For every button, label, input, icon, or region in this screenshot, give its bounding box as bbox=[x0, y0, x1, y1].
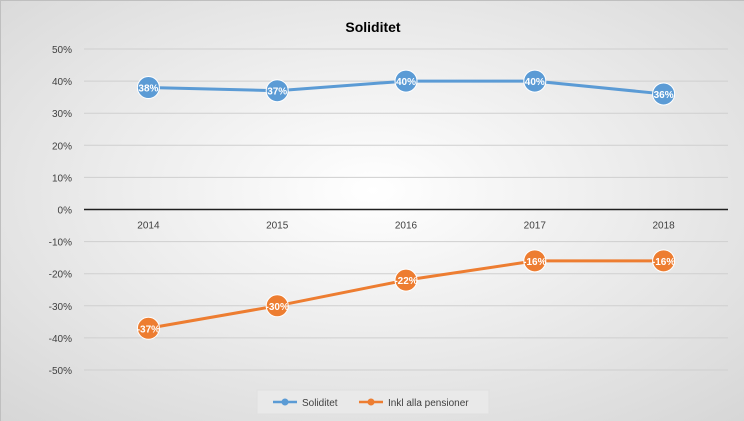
y-tick-label: -40% bbox=[49, 334, 72, 345]
data-label: -30% bbox=[266, 302, 289, 313]
data-point[interactable] bbox=[265, 79, 289, 103]
y-tick-label: 40% bbox=[52, 77, 72, 88]
legend-label: Soliditet bbox=[302, 398, 338, 409]
data-point[interactable] bbox=[652, 82, 676, 106]
y-tick-label: 0% bbox=[58, 206, 73, 217]
y-tick-label: -20% bbox=[49, 270, 72, 281]
data-label: -16% bbox=[652, 257, 675, 268]
data-label: -16% bbox=[523, 257, 546, 268]
gridlines bbox=[84, 48, 728, 371]
data-label: 37% bbox=[267, 87, 287, 98]
data-point[interactable] bbox=[136, 316, 160, 340]
y-tick-label: -30% bbox=[49, 302, 72, 313]
x-axis-ticks: 2014 2015 2016 2017 2018 bbox=[137, 221, 675, 232]
legend-label: Inkl alla pensioner bbox=[388, 398, 469, 409]
x-tick-label: 2018 bbox=[652, 221, 675, 232]
data-point[interactable] bbox=[652, 249, 676, 273]
y-axis-ticks: 50% 40% 30% 20% 10% 0% -10% -20% -30% -40% -50% bbox=[49, 45, 72, 377]
y-tick-label: -10% bbox=[49, 238, 72, 249]
legend-item[interactable]: Soliditet bbox=[273, 398, 338, 409]
x-tick-label: 2015 bbox=[266, 221, 289, 232]
x-tick-label: 2014 bbox=[137, 221, 160, 232]
x-tick-label: 2017 bbox=[524, 221, 547, 232]
data-label: 40% bbox=[396, 77, 416, 88]
y-tick-label: 50% bbox=[52, 45, 72, 56]
chart-title: Soliditet bbox=[345, 19, 401, 35]
series-1: 38% 37% 40% 40% 36% bbox=[136, 69, 676, 106]
y-tick-label: 30% bbox=[52, 109, 72, 120]
data-label: -22% bbox=[394, 276, 417, 287]
x-tick-label: 2016 bbox=[395, 221, 418, 232]
data-label: -37% bbox=[137, 324, 160, 335]
data-label: 40% bbox=[525, 77, 545, 88]
series-lines: 38% 37% 40% 40% 36% -37% -30% -22% -16% -16% bbox=[136, 69, 676, 340]
data-point[interactable] bbox=[265, 294, 289, 318]
data-point[interactable] bbox=[136, 76, 160, 100]
data-point[interactable] bbox=[394, 69, 418, 93]
y-tick-label: 10% bbox=[52, 173, 72, 184]
series-2: -37% -30% -22% -16% -16% bbox=[136, 249, 676, 340]
data-label: 36% bbox=[654, 90, 674, 101]
data-point[interactable] bbox=[523, 249, 547, 273]
legend: Soliditet Inkl alla pensioner bbox=[256, 389, 490, 415]
legend-item[interactable]: Inkl alla pensioner bbox=[359, 398, 469, 409]
legend-dot-marker bbox=[281, 398, 289, 406]
y-tick-label: 20% bbox=[52, 141, 72, 152]
y-tick-label: -50% bbox=[49, 366, 72, 377]
data-label: 38% bbox=[138, 84, 158, 95]
legend-dot-marker bbox=[367, 398, 375, 406]
data-point[interactable] bbox=[523, 69, 547, 93]
data-point[interactable] bbox=[394, 268, 418, 292]
